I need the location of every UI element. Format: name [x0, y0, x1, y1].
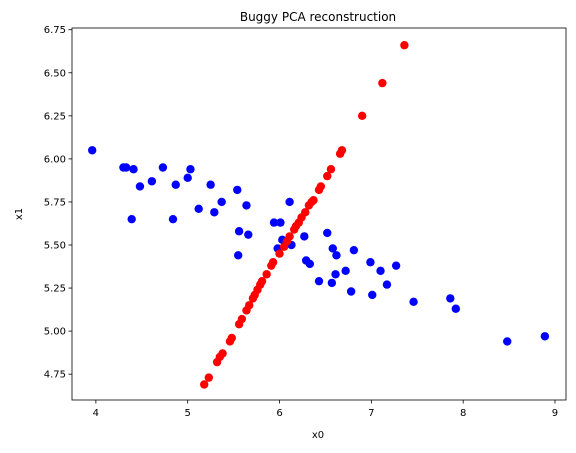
data-point — [357, 111, 367, 121]
x-axis-ticks: 4 5 6 7 8 9 — [93, 400, 558, 419]
data-point — [121, 163, 131, 172]
data-point — [204, 373, 214, 382]
data-point — [323, 228, 332, 238]
series-1 — [200, 41, 409, 389]
data-point — [276, 218, 285, 227]
y-tick-label: 5.75 — [44, 197, 66, 208]
data-point — [227, 333, 236, 343]
data-point — [234, 251, 243, 260]
data-point — [268, 258, 278, 267]
data-point — [244, 230, 253, 239]
data-point — [391, 261, 401, 270]
y-tick-label: 6.25 — [44, 111, 66, 122]
data-point — [245, 301, 254, 310]
data-point — [378, 78, 387, 88]
axes-frame — [71, 27, 567, 401]
data-point — [88, 146, 97, 155]
y-tick-label: 6.50 — [44, 68, 66, 79]
data-point — [206, 180, 215, 189]
data-point — [127, 214, 136, 224]
data-point — [147, 177, 157, 186]
data-point — [366, 258, 375, 267]
y-tick-label: 5.50 — [44, 241, 66, 252]
data-point — [331, 270, 340, 279]
y-tick-label: 6.00 — [44, 154, 66, 165]
data-point — [269, 218, 279, 227]
data-point — [409, 297, 418, 307]
data-point — [285, 197, 294, 207]
y-axis-label: x1 — [14, 208, 25, 220]
data-point — [217, 197, 226, 207]
data-point — [376, 266, 385, 276]
chart-title: Buggy PCA reconstruction — [240, 10, 396, 24]
data-point — [332, 251, 341, 260]
y-axis-ticks: 4.75 5.00 5.25 5.50 5.75 6.00 6.25 6.50 6.75 — [44, 25, 72, 381]
data-point — [168, 214, 178, 224]
data-point — [275, 249, 284, 258]
data-point — [346, 287, 356, 296]
x-tick-label: 7 — [368, 408, 374, 419]
data-point — [400, 41, 409, 50]
data-point — [135, 182, 145, 191]
data-point — [233, 185, 242, 195]
data-point — [257, 276, 267, 286]
data-point — [305, 259, 315, 269]
data-point — [300, 232, 309, 241]
data-point — [327, 278, 337, 288]
data-point — [262, 270, 271, 279]
y-tick-label: 4.75 — [44, 370, 66, 381]
data-point — [186, 165, 195, 174]
data-point — [158, 163, 168, 172]
y-tick-label: 5.00 — [44, 327, 66, 338]
x-tick-label: 5 — [185, 408, 191, 419]
data-point — [237, 314, 247, 324]
data-point — [183, 173, 192, 183]
y-tick-label: 5.25 — [44, 284, 66, 295]
data-point — [540, 332, 550, 341]
data-point — [503, 337, 512, 346]
data-point — [301, 208, 310, 217]
data-point — [242, 201, 251, 210]
data-point — [341, 266, 350, 276]
data-point — [316, 182, 326, 191]
data-point — [210, 208, 219, 217]
x-tick-label: 4 — [93, 408, 99, 419]
data-point — [326, 165, 336, 174]
data-point — [328, 244, 337, 253]
data-point — [451, 304, 461, 313]
data-point — [171, 180, 180, 189]
data-point — [382, 280, 392, 289]
data-point — [129, 165, 138, 174]
series-0 — [88, 146, 550, 346]
data-point — [218, 349, 227, 358]
data-point — [323, 171, 332, 181]
x-tick-label: 8 — [460, 408, 466, 419]
data-point — [309, 196, 318, 205]
x-axis-label: x0 — [312, 430, 324, 441]
x-tick-label: 9 — [552, 408, 558, 419]
data-point — [314, 276, 324, 286]
data-point — [368, 290, 377, 300]
data-point — [234, 227, 244, 236]
data-point — [194, 204, 203, 214]
data-point — [285, 232, 294, 241]
data-markers — [88, 41, 550, 389]
y-tick-label: 6.75 — [44, 25, 66, 36]
x-tick-label: 6 — [276, 408, 282, 419]
data-point — [337, 146, 347, 155]
data-point — [446, 294, 455, 303]
data-point — [200, 380, 209, 389]
data-point — [349, 245, 359, 255]
